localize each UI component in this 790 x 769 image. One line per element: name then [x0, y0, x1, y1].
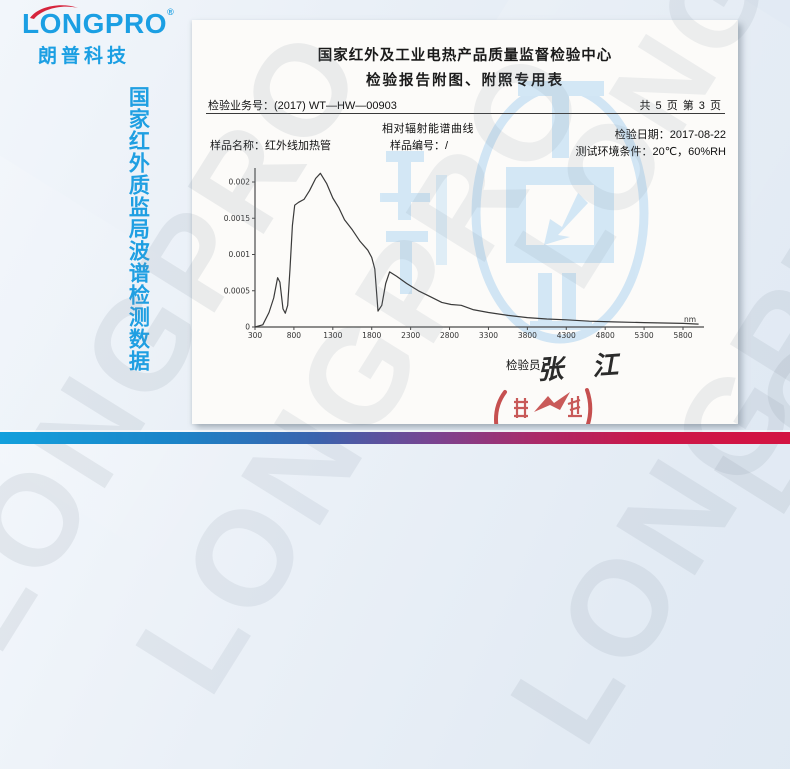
svg-text:0.0015: 0.0015	[224, 214, 250, 223]
logo-swoosh-icon	[30, 5, 78, 19]
brand-wordmark: LONGPRO®	[22, 5, 175, 39]
test-date: 检验日期：2017-08-22	[614, 129, 726, 141]
svg-text:5800: 5800	[673, 331, 692, 340]
svg-text:3300: 3300	[479, 331, 498, 340]
doc-title: 国家红外及工业电热产品质量监督检验中心	[317, 48, 613, 64]
stamp-bird-icon	[534, 392, 570, 412]
spectrum-chart: 300 800 1300 1800 2300 2800 3300 3800 4300 4800 53…	[224, 168, 704, 340]
svg-text:0: 0	[245, 323, 250, 332]
sample-name: 样品名称：红外线加热管	[210, 140, 331, 152]
doc-subtitle: 检验报告附图、附照专用表	[366, 73, 564, 89]
svg-text:3800: 3800	[518, 331, 537, 340]
bottom-gradient-bar	[0, 432, 790, 444]
svg-text:800: 800	[287, 331, 302, 340]
page-indicator: 共 5 页 第 3 页	[639, 100, 722, 112]
registered-mark: ®	[167, 7, 175, 17]
certificate-document: 国家红外及工业电热产品质量监督检验中心 检验报告附图、附照专用表 检验业务号：(…	[192, 20, 738, 424]
red-seal-stamp	[494, 388, 593, 424]
svg-text:4800: 4800	[596, 331, 615, 340]
svg-text:2300: 2300	[401, 331, 420, 340]
svg-text:5300: 5300	[635, 331, 654, 340]
doc-business-row: 检验业务号：(2017) WT—HW—00903 共 5 页 第 3 页	[208, 97, 722, 113]
brand-logo: LONGPRO® 朗普科技	[22, 5, 175, 68]
sample-number: 样品编号：/	[390, 140, 449, 152]
quality-emblem-watermark	[380, 81, 649, 344]
svg-text:0.001: 0.001	[229, 250, 251, 259]
svg-text:nm: nm	[684, 315, 696, 324]
brand-subtitle: 朗普科技	[38, 46, 131, 67]
vertical-caption: 国家红外质监局波谱检测数据	[126, 86, 150, 372]
brand-name-text: LONGPRO	[22, 8, 168, 39]
inspector-label: 检验员：	[506, 360, 552, 372]
business-number: 检验业务号：(2017) WT—HW—00903	[208, 100, 397, 112]
svg-text:0.002: 0.002	[229, 178, 251, 187]
svg-text:1800: 1800	[362, 331, 381, 340]
header-rule	[206, 113, 725, 114]
svg-text:2800: 2800	[440, 331, 459, 340]
svg-text:300: 300	[248, 331, 263, 340]
env-condition: 测试环境条件：20℃，60%RH	[575, 146, 727, 158]
svg-text:4300: 4300	[557, 331, 576, 340]
chart-title: 相对辐射能谱曲线	[382, 123, 474, 135]
svg-text:1300: 1300	[323, 331, 342, 340]
bottom-bar-highlight	[0, 430, 790, 432]
svg-text:0.0005: 0.0005	[224, 286, 250, 295]
spectrum-curve	[254, 172, 699, 328]
